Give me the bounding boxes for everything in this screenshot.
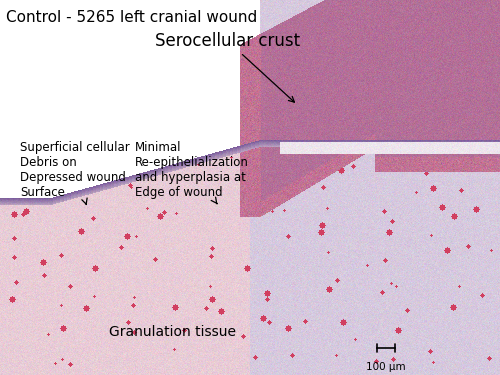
Text: Granulation tissue: Granulation tissue	[109, 325, 236, 339]
Text: Superficial cellular
Debris on
Depressed wound
Surface: Superficial cellular Debris on Depressed…	[20, 141, 130, 204]
Text: 100 μm: 100 μm	[366, 362, 406, 372]
Text: Serocellular crust: Serocellular crust	[155, 32, 300, 102]
Text: Control - 5265 left cranial wound: Control - 5265 left cranial wound	[6, 10, 257, 25]
Text: Minimal
Re-epithelialization
and hyperplasia at
Edge of wound: Minimal Re-epithelialization and hyperpl…	[135, 141, 249, 204]
